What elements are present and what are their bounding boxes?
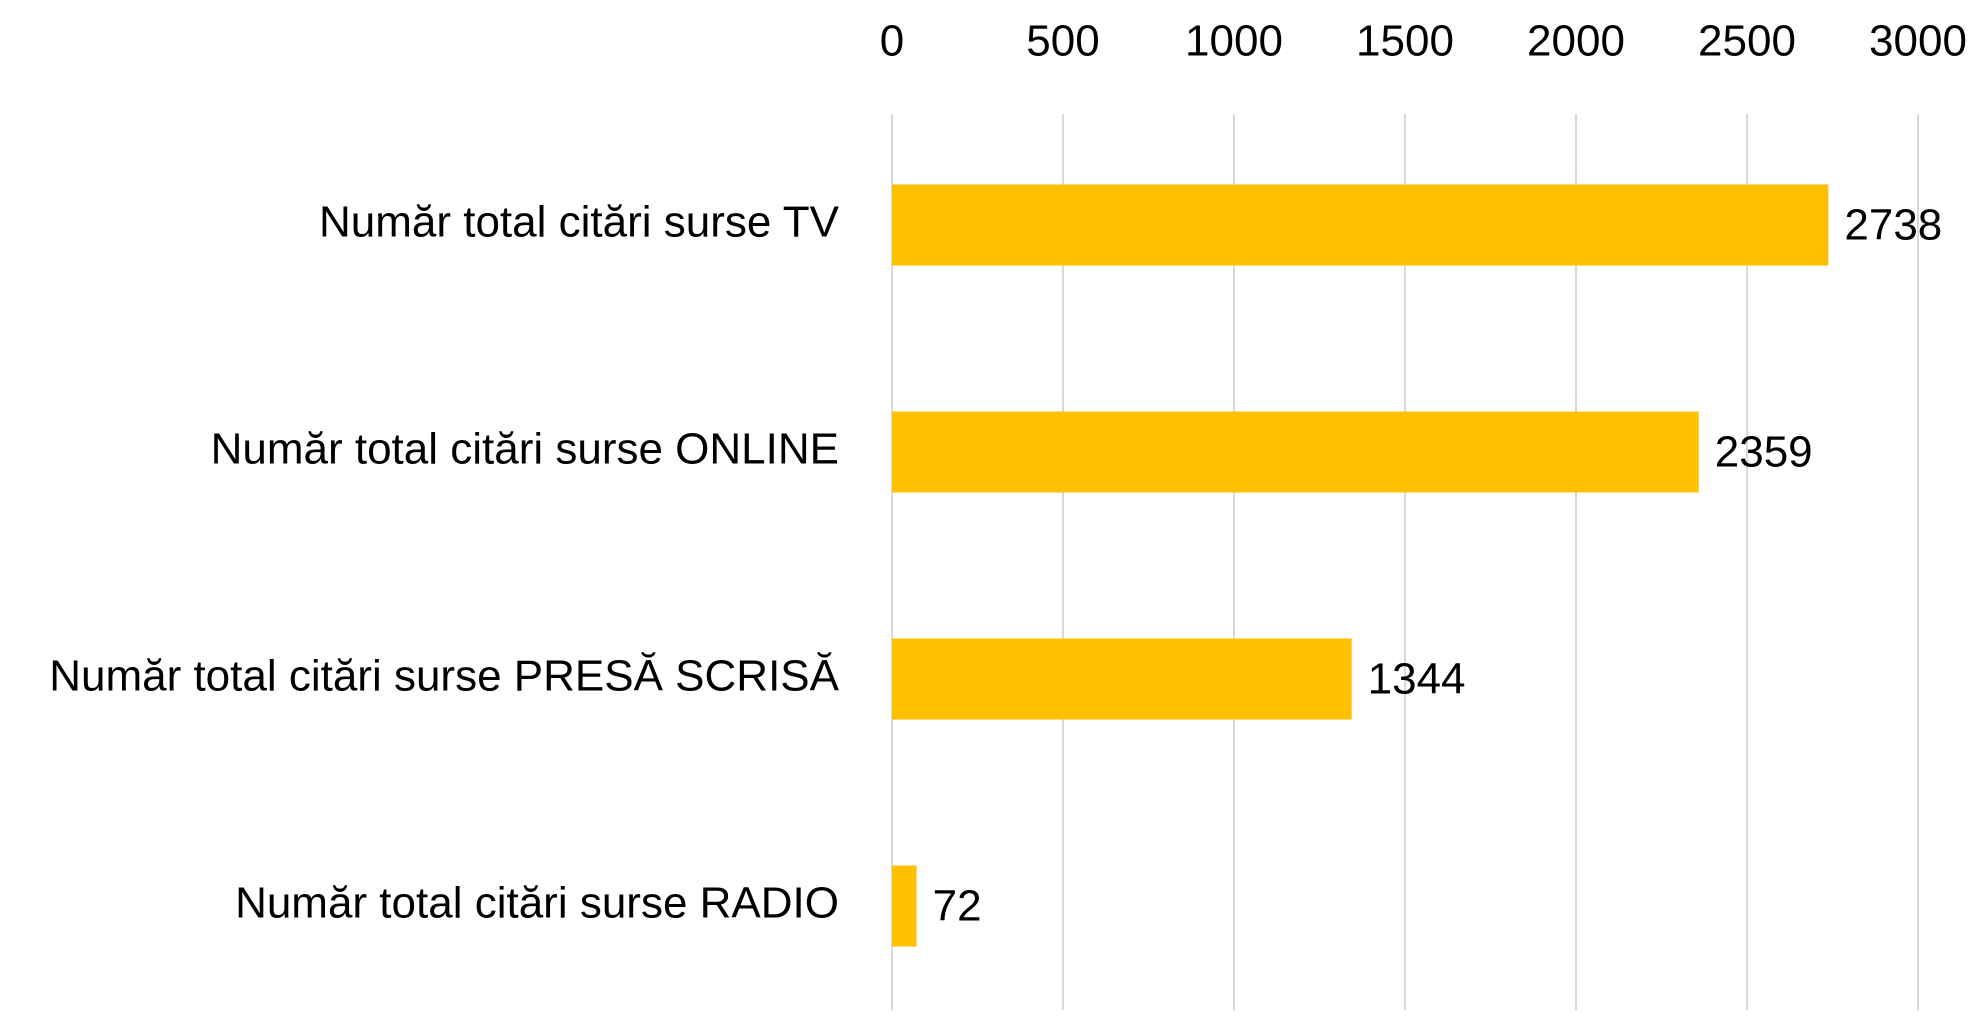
x-tick-label: 0 bbox=[880, 17, 904, 66]
data-label: 2359 bbox=[1715, 428, 1813, 477]
y-tick-label: Număr total citări surse ONLINE bbox=[211, 425, 839, 474]
bar bbox=[892, 184, 1829, 266]
bar bbox=[892, 638, 1352, 720]
x-tick-label: 3000 bbox=[1869, 17, 1967, 66]
data-label: 72 bbox=[933, 882, 982, 931]
bar bbox=[892, 865, 917, 947]
data-label: 2738 bbox=[1844, 201, 1942, 250]
x-tick-label: 2000 bbox=[1527, 17, 1625, 66]
x-tick-label: 2500 bbox=[1698, 17, 1796, 66]
data-label: 1344 bbox=[1368, 655, 1466, 704]
y-tick-label: Număr total citări surse RADIO bbox=[235, 879, 839, 928]
bar bbox=[892, 411, 1699, 493]
x-tick-label: 1500 bbox=[1356, 17, 1454, 66]
y-tick-label: Număr total citări surse TV bbox=[319, 198, 840, 247]
x-tick-label: 500 bbox=[1026, 17, 1099, 66]
y-tick-label: Număr total citări surse PRESĂ SCRISĂ bbox=[49, 652, 839, 701]
x-tick-label: 1000 bbox=[1185, 17, 1283, 66]
